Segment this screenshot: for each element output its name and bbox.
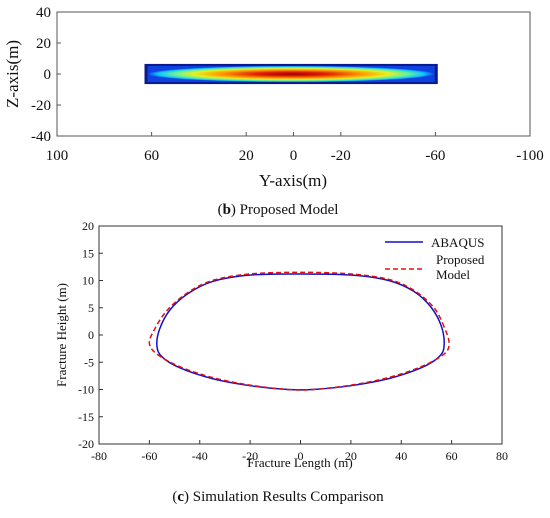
heatmap-y-tick-label: -40 [31, 129, 51, 145]
line-y-tick-label: 5 [88, 301, 94, 315]
heatmap-y-ticks: 40 20 0 -20 -40 [31, 5, 61, 145]
heatmap-x-tick-label: 60 [144, 148, 159, 164]
caption-text-c: Simulation Results Comparison [193, 489, 384, 505]
caption-letter-b: b [223, 202, 231, 218]
caption-letter-c: c [177, 489, 184, 505]
series-line-proposed-model [148, 271, 450, 391]
line-x-tick-label: 80 [496, 449, 508, 463]
heatmap-x-ticks: 100 60 20 0 -20 -60 -100 [46, 132, 544, 164]
legend: ABAQUS Proposed Model [385, 235, 485, 282]
legend-label-proposed-model: Proposed Model [436, 252, 485, 282]
line-y-tick-label: 15 [82, 246, 94, 260]
line-y-tick-label: 20 [82, 219, 94, 233]
line-plot-area [98, 225, 503, 445]
line-x-tick-label: -20 [242, 449, 258, 463]
heatmap-x-tick-label: 100 [46, 148, 69, 164]
heatmap-x-tick-label: 0 [290, 148, 298, 164]
legend-label-word: Model [436, 267, 470, 282]
heatmap-y-tick-label: 40 [36, 5, 51, 21]
line-y-tick-label: -10 [78, 383, 94, 397]
line-chart-panel: -80 -60 -40 -20 0 20 40 60 80 20 15 10 5 0 -5 -10 -15 -2… [54, 219, 508, 505]
legend-label-abaqus: ABAQUS [431, 235, 484, 250]
heatmap-y-label: Z-axis(m) [3, 40, 22, 108]
line-y-ticks: 20 15 10 5 0 -5 -10 -15 -20 [78, 219, 103, 451]
legend-label-word: Proposed [436, 252, 485, 267]
line-series [148, 271, 450, 391]
line-y-label: Fracture Height (m) [54, 283, 69, 387]
caption-text-b: Proposed Model [240, 202, 339, 218]
heatmap-x-tick-label: -100 [516, 148, 544, 164]
heatmap-y-tick-label: -20 [31, 98, 51, 114]
line-x-tick-label: 0 [298, 449, 304, 463]
line-y-tick-label: 0 [88, 328, 94, 342]
line-x-tick-label: -80 [91, 449, 107, 463]
line-y-tick-label: 10 [82, 274, 94, 288]
heatmap-x-tick-label: -20 [331, 148, 351, 164]
fracture-color-field [147, 65, 435, 83]
heatmap-y-tick-label: 0 [44, 67, 52, 83]
heatmap-caption: (b) Proposed Model [218, 202, 339, 218]
series-line-abaqus [156, 273, 445, 391]
line-x-tick-label: 20 [345, 449, 357, 463]
line-caption: (c) Simulation Results Comparison [172, 489, 384, 505]
line-y-tick-label: -5 [84, 355, 94, 369]
line-x-tick-label: 60 [446, 449, 458, 463]
line-x-tick-label: -60 [141, 449, 157, 463]
line-x-tick-label: -40 [192, 449, 208, 463]
heatmap-y-tick-label: 20 [36, 36, 51, 52]
heatmap-x-tick-label: 20 [239, 148, 254, 164]
line-y-tick-label: -15 [78, 410, 94, 424]
heatmap-panel: 100 60 20 0 -20 -60 -100 40 20 0 -20 -40 Y-axis(m)… [3, 5, 544, 218]
line-x-tick-label: 40 [395, 449, 407, 463]
line-x-label: Fracture Length (m) [247, 455, 352, 470]
heatmap-x-label: Y-axis(m) [259, 171, 327, 190]
line-y-tick-label: -20 [78, 437, 94, 451]
line-x-ticks: -80 -60 -40 -20 0 20 40 60 80 [91, 440, 508, 463]
heatmap-x-tick-label: -60 [425, 148, 445, 164]
fracture-heatmap [144, 63, 438, 85]
